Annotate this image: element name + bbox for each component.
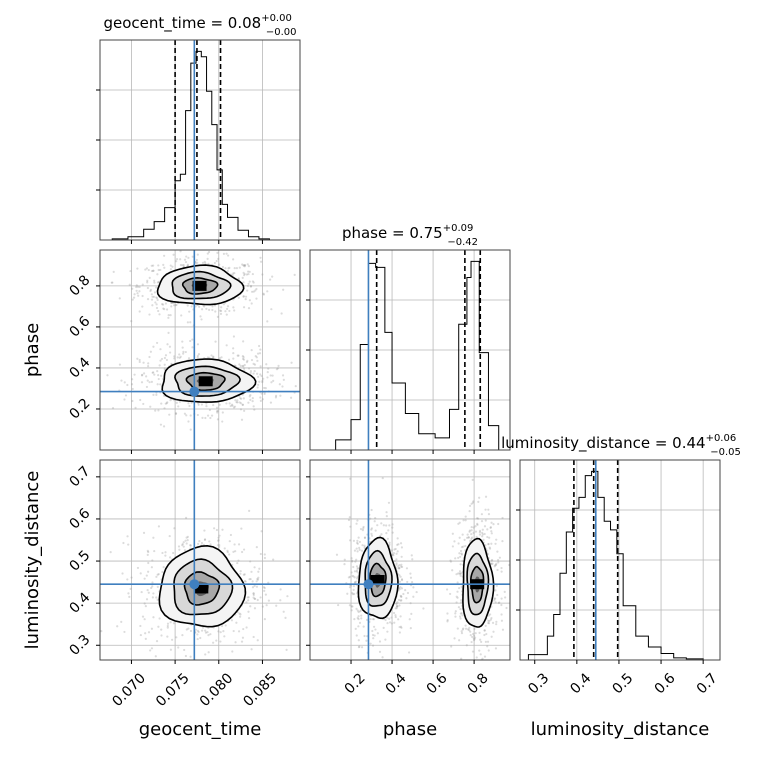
x-tick-label-phase: 0.2 bbox=[342, 670, 369, 697]
injection-marker bbox=[189, 387, 199, 397]
density-peak bbox=[199, 376, 213, 386]
title-text: luminosity_distance = 0.44 bbox=[501, 434, 705, 453]
title-minus: −0.05 bbox=[710, 447, 741, 458]
x-tick-label-luminosity_distance: 0.4 bbox=[567, 670, 594, 697]
panel-title-luminosity_distance: luminosity_distance = 0.44+0.06 −0.05 bbox=[501, 433, 741, 458]
y-tick-label-luminosity_distance: 0.3 bbox=[66, 632, 93, 659]
y-tick-label-phase: 0.6 bbox=[66, 313, 93, 340]
x-tick-label-phase: 0.8 bbox=[465, 670, 492, 697]
y-tick-label-phase: 0.8 bbox=[66, 272, 93, 299]
x-tick-label-phase: 0.4 bbox=[383, 670, 410, 697]
y-tick-label-phase: 0.4 bbox=[66, 354, 93, 381]
histogram-step-luminosity_distance bbox=[528, 471, 703, 660]
x-axis-label-phase: phase bbox=[383, 719, 437, 740]
x-tick-label-geocent_time: 0.080 bbox=[197, 670, 237, 710]
title-plus: +0.09 bbox=[443, 223, 474, 234]
injection-marker bbox=[189, 579, 199, 589]
panel-content bbox=[98, 460, 300, 675]
x-tick-label-luminosity_distance: 0.6 bbox=[652, 670, 679, 697]
y-tick-label-luminosity_distance: 0.7 bbox=[66, 463, 93, 490]
panel-title-geocent_time: geocent_time = 0.08+0.00 −0.00 bbox=[104, 13, 297, 38]
histogram-panel-phase: phase = 0.75+0.09 −0.42 bbox=[306, 223, 510, 454]
panel-content bbox=[81, 239, 304, 450]
histogram-panel-geocent_time: geocent_time = 0.08+0.00 −0.00 bbox=[96, 13, 300, 244]
y-tick-label-luminosity_distance: 0.4 bbox=[66, 590, 93, 617]
contour-panel-geocent_time-luminosity_distance bbox=[96, 460, 300, 675]
panel-content bbox=[310, 460, 524, 681]
x-tick-label-geocent_time: 0.085 bbox=[240, 670, 280, 710]
y-tick-label-luminosity_distance: 0.6 bbox=[66, 505, 93, 532]
histogram-step-geocent_time bbox=[112, 51, 280, 240]
x-tick-label-luminosity_distance: 0.5 bbox=[610, 670, 637, 697]
x-tick-label-geocent_time: 0.075 bbox=[153, 670, 193, 710]
title-plus: +0.06 bbox=[706, 433, 737, 444]
x-tick-label-luminosity_distance: 0.7 bbox=[694, 670, 721, 697]
contour-panel-geocent_time-phase bbox=[81, 239, 304, 454]
title-minus: −0.42 bbox=[447, 237, 478, 248]
x-tick-label-phase: 0.6 bbox=[424, 670, 451, 697]
x-axis-label-luminosity_distance: luminosity_distance bbox=[531, 719, 710, 740]
injection-marker bbox=[363, 579, 373, 589]
y-axis-label-phase: phase bbox=[22, 323, 43, 377]
x-tick-label-luminosity_distance: 0.3 bbox=[525, 670, 552, 697]
x-axis-label-geocent_time: geocent_time bbox=[139, 719, 262, 740]
histogram-panel-luminosity_distance: luminosity_distance = 0.44+0.06 −0.05 bbox=[501, 433, 741, 664]
title-text: phase = 0.75 bbox=[342, 224, 443, 242]
panel-title-phase: phase = 0.75+0.09 −0.42 bbox=[342, 223, 478, 248]
y-axis-label-luminosity_distance: luminosity_distance bbox=[22, 471, 43, 650]
y-tick-label-luminosity_distance: 0.5 bbox=[66, 548, 93, 575]
title-plus: +0.00 bbox=[261, 13, 292, 24]
title-text: geocent_time = 0.08 bbox=[104, 14, 262, 33]
y-tick-label-phase: 0.2 bbox=[66, 395, 93, 422]
contour-panel-phase-luminosity_distance bbox=[306, 460, 524, 681]
title-minus: −0.00 bbox=[266, 27, 297, 38]
x-tick-label-geocent_time: 0.070 bbox=[109, 670, 149, 710]
